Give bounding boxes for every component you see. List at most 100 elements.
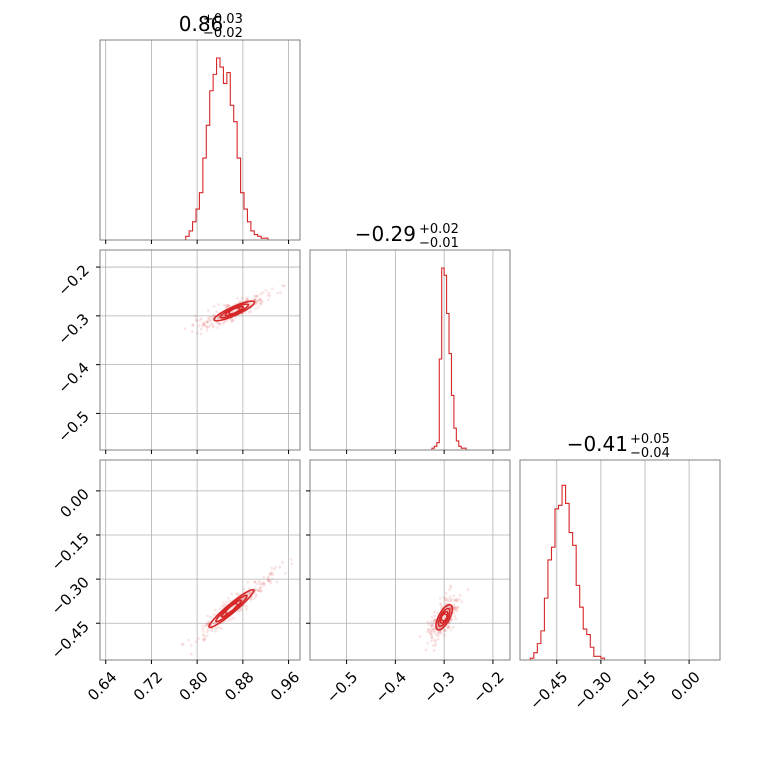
scatter-point: [258, 297, 262, 301]
scatter-point: [430, 615, 434, 619]
title-p2-upper: +0.05: [630, 432, 670, 447]
scatter-point: [257, 298, 261, 302]
scatter-point: [445, 599, 448, 603]
scatter-point: [257, 588, 261, 592]
density-contour: [208, 588, 255, 629]
density-contour: [228, 307, 241, 315]
scatter-point: [259, 292, 263, 296]
scatter-point: [446, 626, 450, 629]
scatter-point: [431, 628, 435, 631]
scatter-point: [447, 625, 451, 629]
y-tick-label: −0.2: [54, 261, 92, 299]
scatter-point: [217, 315, 220, 319]
scatter-point: [431, 622, 435, 626]
scatter-point: [255, 301, 258, 304]
scatter-point: [262, 584, 265, 587]
x-tick-label: −0.2: [469, 668, 507, 706]
title-p2: −0.41: [567, 432, 628, 456]
x-tick-label: −0.4: [372, 668, 410, 706]
x-tick-label: 0.72: [130, 668, 166, 704]
scatter-point: [194, 640, 198, 644]
scatter-point: [449, 628, 453, 632]
scatter-point: [426, 620, 429, 624]
scatter-panel-p1-vs-p0: −0.5 −0.4 −0.3 −0.2: [54, 249, 301, 454]
panel-frame: [519, 459, 721, 661]
scatter-point: [187, 638, 191, 642]
scatter-point: [209, 316, 212, 319]
scatter-point: [430, 636, 434, 640]
scatter-point: [447, 624, 451, 628]
scatter-point: [252, 597, 256, 600]
scatter-point: [439, 603, 443, 607]
scatter-point: [239, 607, 242, 611]
scatter-point: [266, 298, 270, 302]
scatter-point: [253, 580, 257, 584]
scatter-point: [437, 633, 440, 637]
title-p0: 0.86: [179, 12, 224, 36]
scatter-point: [262, 575, 266, 579]
scatter-point: [262, 582, 266, 585]
scatter-point: [250, 301, 254, 305]
scatter-point: [210, 629, 214, 633]
scatter-point: [217, 315, 220, 319]
y-tick-label: −0.5: [54, 408, 92, 446]
scatter-point: [268, 572, 272, 576]
scatter-point: [254, 593, 258, 596]
density-contour: [440, 613, 448, 622]
scatter-point: [254, 307, 258, 311]
scatter-point: [453, 615, 457, 618]
scatter-point: [429, 632, 433, 636]
scatter-point: [225, 304, 229, 307]
scatter-point: [227, 618, 231, 622]
scatter-point: [444, 629, 448, 633]
scatter-point: [458, 594, 462, 597]
scatter-point: [266, 577, 270, 581]
scatter-point: [418, 635, 422, 638]
scatter-point: [444, 591, 448, 595]
scatter-point: [206, 630, 209, 634]
scatter-point: [427, 622, 431, 626]
scatter-point: [257, 579, 261, 583]
scatter-point: [199, 332, 203, 336]
scatter-point: [217, 322, 221, 325]
scatter-point: [452, 594, 456, 597]
scatter-point: [255, 302, 259, 306]
scatter-point: [222, 605, 226, 608]
scatter-point: [205, 634, 209, 638]
scatter-point: [252, 298, 256, 302]
scatter-point: [449, 586, 453, 590]
scatter-point: [246, 580, 250, 584]
scatter-point: [205, 623, 209, 626]
scatter-point: [201, 322, 205, 326]
scatter-point: [190, 652, 193, 656]
scatter-point: [202, 630, 205, 633]
scatter-point: [209, 616, 213, 619]
scatter-point: [442, 596, 446, 599]
scatter-point: [206, 320, 210, 324]
scatter-point: [209, 318, 213, 322]
scatter-point: [204, 623, 208, 626]
scatter-point: [238, 300, 242, 304]
x-tick-label: 0.88: [221, 668, 257, 704]
scatter-point: [438, 596, 442, 600]
scatter-point: [249, 597, 253, 601]
scatter-point: [431, 644, 435, 647]
scatter-point: [432, 639, 436, 642]
scatter-point: [428, 629, 432, 633]
scatter-point: [266, 579, 270, 582]
scatter-point: [236, 297, 239, 300]
scatter-point: [426, 630, 429, 634]
scatter-point: [221, 322, 225, 325]
scatter-point: [258, 301, 262, 305]
scatter-point: [269, 581, 273, 585]
scatter-point: [446, 626, 450, 629]
scatter-point: [259, 586, 262, 590]
scatter-point: [253, 580, 257, 584]
scatter-point: [191, 323, 194, 327]
scatter-point: [433, 632, 437, 635]
scatter-point: [271, 573, 274, 577]
scatter-point: [430, 624, 434, 627]
scatter-point: [429, 620, 433, 624]
x-tick-label: −0.5: [323, 668, 361, 706]
scatter-point: [270, 577, 274, 581]
